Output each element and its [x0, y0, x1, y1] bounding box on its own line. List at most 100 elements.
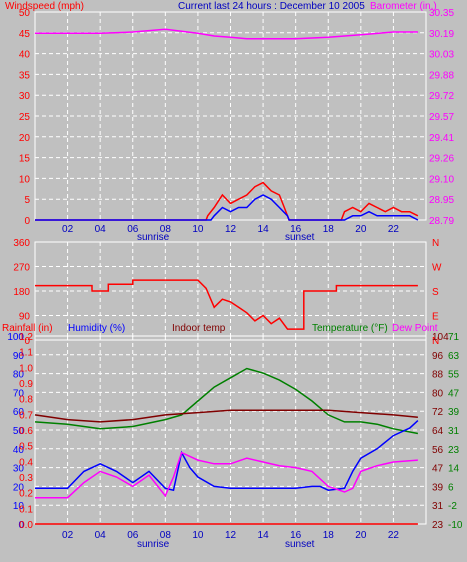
ytick-rainfall: 1.0	[19, 363, 33, 374]
xtick-hour: 20	[355, 224, 367, 235]
ytick-barometer: 28.95	[429, 195, 454, 206]
ytick-rainfall: 0.5	[19, 442, 33, 453]
windspeed-barometer-panel: Windspeed (mph) Current last 24 hours : …	[5, 1, 454, 243]
ytick-temperature: 23	[432, 520, 444, 531]
ytick-barometer: 29.41	[429, 133, 454, 144]
ytick-windspeed: 15	[19, 154, 31, 165]
xtick-hour: 14	[258, 224, 270, 235]
ytick-dewpoint: 31	[448, 426, 460, 437]
gust-line	[35, 181, 419, 221]
ytick-humidity: 70	[13, 388, 25, 399]
ytick-barometer: 29.57	[429, 112, 454, 123]
xtick-hour-bottom: 18	[323, 530, 335, 541]
ytick-temperature: 39	[432, 482, 444, 493]
xtick-hour-bottom: 06	[127, 530, 139, 541]
ytick-rainfall: 0.0	[19, 520, 33, 531]
ytick-dewpoint: 14	[448, 464, 460, 475]
ytick-rainfall: 0.6	[19, 426, 33, 437]
ytick-windspeed: 20	[19, 133, 31, 144]
ytick-dewpoint: 39	[448, 407, 460, 418]
xtick-hour-bottom: 04	[95, 530, 107, 541]
ytick-windspeed: 25	[19, 112, 31, 123]
sunset-label-bottom: sunset	[285, 539, 315, 550]
xtick-hour: 06	[127, 224, 139, 235]
ytick-dewpoint: -10	[448, 520, 463, 531]
xtick-hour: 22	[388, 224, 400, 235]
ytick-windspeed: 5	[24, 195, 30, 206]
xtick-hour-bottom: 14	[258, 530, 270, 541]
sunrise-label-bottom: sunrise	[137, 539, 170, 550]
ytick-humidity: 30	[13, 464, 25, 475]
barometer-line	[35, 28, 418, 40]
ytick-direction: 360	[13, 238, 30, 249]
ytick-compass: W	[432, 263, 442, 274]
ytick-windspeed: 30	[19, 91, 31, 102]
temperature-humidity-panel: Rainfall (in) Humidity (%) Indoor temp T…	[2, 323, 463, 550]
ytick-barometer: 30.03	[429, 50, 454, 61]
ytick-rainfall: 0.8	[19, 395, 33, 406]
ytick-barometer: 29.10	[429, 174, 454, 185]
ytick-windspeed: 45	[19, 29, 31, 40]
dewpoint-line	[35, 451, 418, 499]
ytick-dewpoint: 23	[448, 445, 460, 456]
xtick-hour: 04	[95, 224, 107, 235]
ytick-humidity: 50	[13, 426, 25, 437]
ytick-rainfall: 1.2	[19, 332, 33, 343]
barometer-axis-label: Barometer (in.)	[370, 1, 437, 12]
wind-direction-panel: 0 90 180 270 360 N E S W N	[13, 238, 442, 347]
ytick-humidity: 100	[7, 332, 24, 343]
ytick-rainfall: 0.2	[19, 489, 33, 500]
ytick-windspeed: 50	[19, 8, 31, 19]
ytick-barometer: 30.19	[429, 29, 454, 40]
ytick-windspeed: 10	[19, 174, 31, 185]
ytick-windspeed: 40	[19, 50, 31, 61]
ytick-rainfall: 1.1	[19, 348, 33, 359]
ytick-humidity: 40	[13, 445, 25, 456]
xtick-hour-bottom: 12	[225, 530, 237, 541]
ytick-humidity: 10	[13, 501, 25, 512]
ytick-barometer: 28.79	[429, 216, 454, 227]
ytick-dewpoint: 6	[448, 482, 454, 493]
ytick-dewpoint: 63	[448, 351, 460, 362]
ytick-windspeed: 0	[24, 216, 30, 227]
xtick-hour: 02	[62, 224, 74, 235]
humidity-line	[35, 420, 419, 492]
ytick-barometer: 29.72	[429, 91, 454, 102]
ytick-humidity: 60	[13, 407, 25, 418]
ytick-temperature: 104	[432, 332, 449, 343]
ytick-temperature: 72	[432, 407, 444, 418]
ytick-barometer: 29.88	[429, 70, 454, 81]
ytick-temperature: 47	[432, 464, 444, 475]
xtick-hour: 10	[192, 224, 204, 235]
ytick-direction: 270	[13, 263, 30, 274]
humidity-label: Humidity (%)	[68, 323, 125, 334]
dewpoint-label: Dew Point	[392, 323, 438, 334]
xtick-hour-bottom: 20	[355, 530, 367, 541]
temperature-label: Temperature (°F)	[312, 323, 388, 334]
ytick-rainfall: 0.1	[19, 504, 33, 515]
indoor-temp-line	[34, 409, 418, 423]
ytick-rainfall: 0.9	[19, 379, 33, 390]
xtick-hour: 18	[323, 224, 335, 235]
sunrise-label: sunrise	[137, 232, 170, 243]
ytick-humidity: 90	[13, 351, 25, 362]
chart-title: Current last 24 hours : December 10 2005	[178, 1, 365, 12]
wind-direction-line	[35, 279, 418, 330]
ytick-humidity: 0	[18, 520, 24, 531]
ytick-direction: 90	[19, 312, 31, 323]
ytick-rainfall: 0.4	[19, 457, 33, 468]
ytick-dewpoint: 71	[448, 332, 460, 343]
ytick-compass: N	[432, 238, 439, 249]
ytick-barometer: 30.35	[429, 8, 454, 19]
ytick-humidity: 20	[13, 482, 25, 493]
ytick-direction: 180	[13, 287, 30, 298]
windspeed-line	[35, 194, 419, 221]
ytick-direction: 0	[24, 336, 30, 347]
ytick-temperature: 56	[432, 445, 444, 456]
ytick-compass: N	[432, 336, 439, 347]
ytick-temperature: 64	[432, 426, 444, 437]
xtick-hour: 12	[225, 224, 237, 235]
ytick-humidity: 80	[13, 370, 25, 381]
ytick-rainfall: 0.3	[19, 473, 33, 484]
ytick-barometer: 29.26	[429, 154, 454, 165]
